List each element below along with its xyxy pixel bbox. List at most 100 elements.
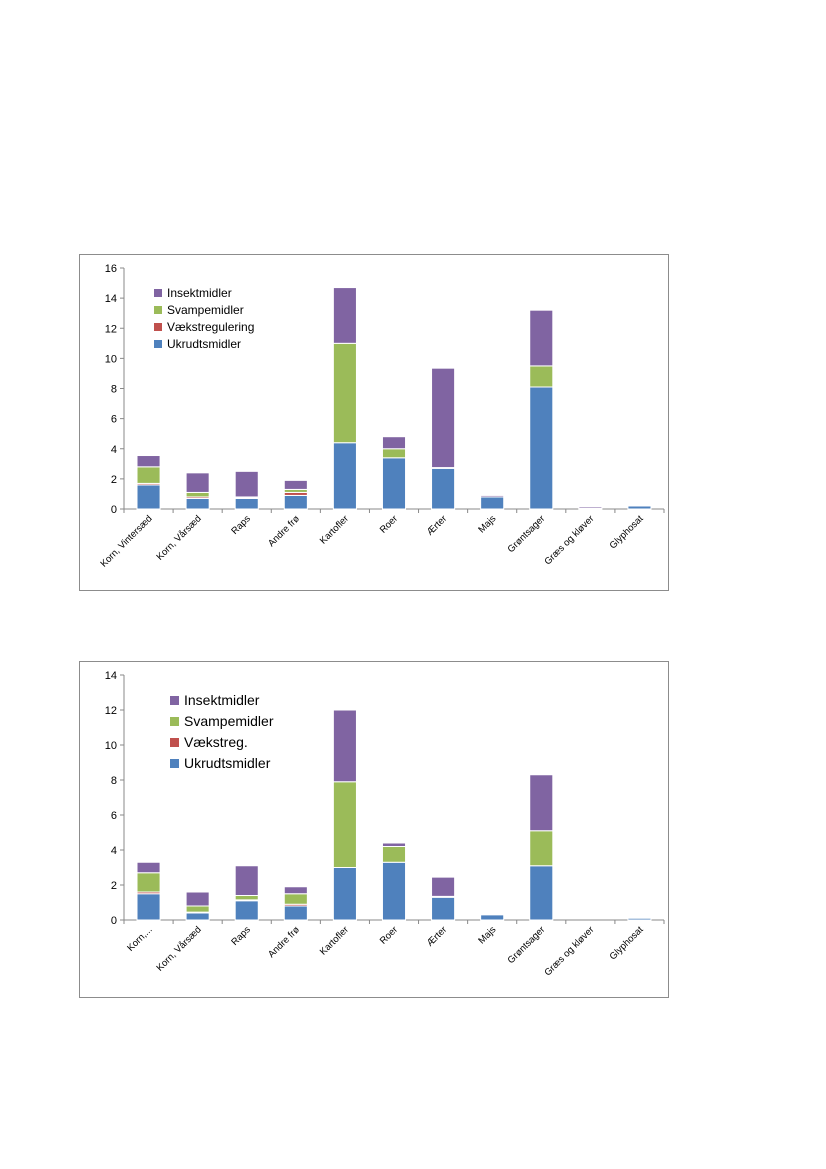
bar-segment-ukrudtsmidler — [381, 861, 407, 921]
bar-segment-svampemidler — [185, 491, 210, 498]
bar-segment-ukrudtsmidler — [480, 914, 505, 921]
bar-segment-ukrudtsmidler — [431, 467, 456, 510]
bar-segment-ukrudtsmidler — [332, 442, 357, 510]
bar-segment-ukrudtsmidler — [332, 867, 357, 921]
chart-1-svg: 0 2 4 6 8 10 12 14 16 Korn, Vintersæd Korn, Vårsæd… — [98, 263, 665, 570]
chart-2-svg: 0 2 4 6 8 10 12 14 Korn,... Korn, Vårsæd Raps Andre… — [105, 670, 665, 978]
bar-segment-insektmidler — [136, 455, 161, 468]
legend-swatch — [154, 289, 162, 297]
x-category-label: Ærter — [425, 924, 450, 949]
x-category-label: Grøntsager — [506, 513, 548, 555]
bar-segment-ukrudtsmidler — [283, 494, 308, 510]
y-tick-label: 12 — [105, 705, 117, 717]
bar-segment-insektmidler — [431, 367, 456, 469]
x-category-label: Grøntsager — [506, 924, 548, 966]
legend-swatch — [170, 738, 179, 747]
bar-segment-insektmidler — [234, 865, 259, 896]
bar-segment-insektmidler — [381, 436, 407, 450]
bar-segment-ukrudtsmidler — [431, 896, 456, 921]
x-category-label: Roer — [378, 513, 400, 535]
legend-label: Svampemidler — [184, 713, 274, 729]
bar-segment-svampemidler — [332, 781, 357, 868]
legend-label: Vækstreg. — [184, 734, 248, 750]
x-category-label: Korn,... — [125, 924, 154, 953]
y-tick-label: 8 — [111, 775, 117, 787]
bar-segment-insektmidler — [578, 506, 603, 509]
bar-segment-svampemidler — [332, 342, 357, 444]
y-tick-label: 2 — [111, 880, 117, 892]
y-tick-label: 6 — [111, 414, 117, 426]
bar-segment-svampemidler — [529, 365, 554, 388]
bar-segment-ukrudtsmidler — [627, 505, 652, 510]
legend-swatch — [154, 340, 162, 348]
bar-segment-svampemidler — [185, 905, 210, 913]
legend-label: Vækstregulering — [167, 320, 254, 334]
bar-segment-insektmidler — [529, 309, 554, 367]
y-tick-label: 10 — [105, 353, 117, 365]
bar-segment-ukrudtsmidler — [283, 905, 308, 921]
y-tick-label: 10 — [105, 740, 117, 752]
bar-segment-ukrudtsmidler — [185, 497, 210, 510]
legend-label: Insektmidler — [184, 692, 260, 708]
legend-swatch — [170, 759, 179, 768]
chart-1: 0 2 4 6 8 10 12 14 16 Korn, Vintersæd Korn, Vårsæd… — [79, 254, 669, 591]
x-category-label: Roer — [378, 924, 400, 946]
y-tick-label: 14 — [105, 293, 117, 305]
x-category-label: Korn, Vintersæd — [98, 513, 154, 569]
bar-segment-insektmidler — [185, 891, 210, 907]
legend-swatch — [170, 717, 179, 726]
bar-segment-svampemidler — [381, 448, 407, 459]
bar-segment-svampemidler — [234, 895, 259, 901]
bar-segment-ukrudtsmidler — [480, 496, 505, 510]
x-category-label: Andre frø — [266, 924, 302, 960]
x-category-label: Kartofler — [318, 513, 351, 546]
bar-segment-insektmidler — [431, 876, 456, 897]
legend-swatch — [154, 323, 162, 331]
bar-segment-ukrudtsmidler — [136, 893, 161, 921]
bar-segment-ukrudtsmidler — [136, 484, 161, 510]
bar-segment-ukrudtsmidler — [234, 900, 259, 921]
bar-segment-insektmidler — [234, 470, 259, 498]
bar-segment-ukrudtsmidler — [529, 386, 554, 510]
bar-segment-ukrudtsmidler — [185, 912, 210, 921]
bar-segment-ukrudtsmidler — [529, 865, 554, 921]
legend-label: Insektmidler — [167, 286, 232, 300]
bar-segment-ukrudtsmidler — [627, 917, 652, 921]
bar-segment-svampemidler — [480, 913, 505, 916]
y-tick-label: 8 — [111, 384, 117, 396]
legend-swatch — [170, 696, 179, 705]
x-category-label: Majs — [476, 924, 498, 946]
legend-label: Ukrudtsmidler — [167, 337, 241, 351]
x-category-label: Græs og kløver — [542, 924, 596, 978]
bar-segment-ukrudtsmidler — [234, 497, 259, 510]
bar-segment-insektmidler — [283, 886, 308, 895]
y-tick-label: 6 — [111, 810, 117, 822]
y-tick-label: 4 — [111, 444, 117, 456]
bar-segment-insektmidler — [381, 842, 407, 847]
bar-segment-insektmidler — [332, 287, 357, 344]
y-tick-label: 2 — [111, 474, 117, 486]
bar-segment-svampemidler — [136, 872, 161, 893]
bar-segment-insektmidler — [529, 774, 554, 832]
x-category-label: Glyphosat — [608, 513, 646, 551]
bar-segment-svampemidler — [529, 830, 554, 867]
bar-segment-svampemidler — [283, 893, 308, 905]
x-category-label: Andre frø — [266, 513, 302, 549]
y-tick-label: 16 — [105, 263, 117, 275]
legend-label: Svampemidler — [167, 303, 244, 317]
x-category-label: Korn, Vårsæd — [155, 513, 204, 562]
bar-segment-insektmidler — [283, 479, 308, 490]
bar-segment-insektmidler — [480, 494, 505, 498]
bar-segment-insektmidler — [136, 861, 161, 874]
legend-label: Ukrudtsmidler — [184, 755, 271, 771]
y-tick-label: 0 — [111, 915, 117, 927]
y-tick-label: 12 — [105, 323, 117, 335]
chart-2: 0 2 4 6 8 10 12 14 Korn,... Korn, Vårsæd Raps Andre… — [79, 661, 669, 998]
x-category-label: Raps — [229, 513, 253, 537]
x-category-label: Korn, Vårsæd — [155, 924, 204, 973]
y-tick-label: 14 — [105, 670, 117, 682]
x-category-label: Ærter — [425, 513, 450, 538]
bar-segment-svampemidler — [381, 846, 407, 863]
legend-swatch — [154, 306, 162, 314]
bar-segment-insektmidler — [185, 472, 210, 493]
